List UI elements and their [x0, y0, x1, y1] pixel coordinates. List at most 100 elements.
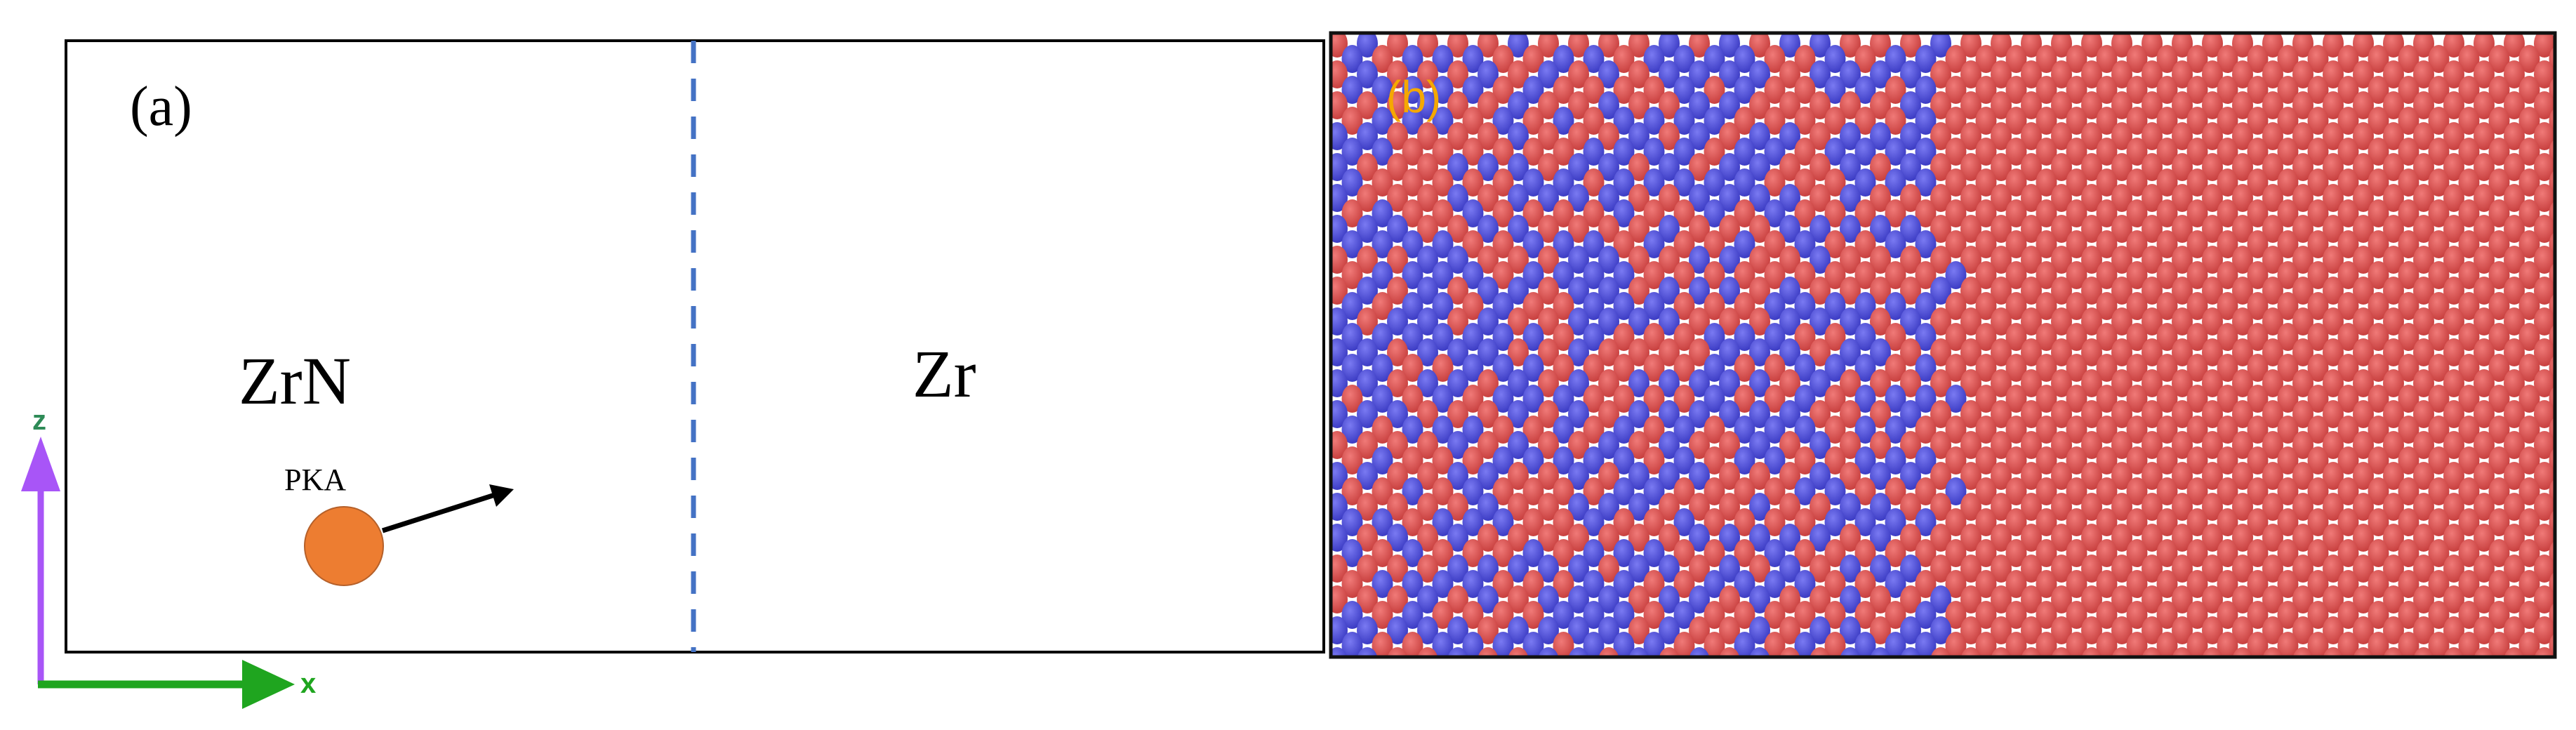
- zr-atom: [2474, 307, 2495, 336]
- zr-atom: [1568, 524, 1589, 552]
- zr-atom: [2368, 601, 2389, 629]
- zr-atom: [2036, 199, 2057, 227]
- zr-atom: [2247, 230, 2269, 258]
- n-atom: [1598, 585, 1619, 613]
- zr-atom: [2111, 60, 2132, 88]
- zr-atom: [1764, 168, 1786, 197]
- n-atom: [1372, 261, 1393, 289]
- n-atom: [1432, 230, 1454, 258]
- zr-atom: [1975, 570, 1997, 598]
- n-atom: [1372, 385, 1393, 413]
- zr-atom: [1432, 199, 1454, 227]
- zr-atom: [2383, 215, 2404, 243]
- zr-atom: [2262, 338, 2283, 366]
- zr-atom: [2156, 446, 2178, 474]
- zr-atom: [2142, 277, 2163, 305]
- n-atom: [1372, 199, 1393, 227]
- zr-atom: [2232, 338, 2253, 366]
- n-atom: [1357, 60, 1378, 88]
- zr-region-label: Zr: [912, 336, 976, 411]
- zr-atom: [1991, 585, 2012, 613]
- zr-atom: [2051, 33, 2072, 58]
- n-atom: [1538, 647, 1559, 657]
- zr-atom: [2186, 45, 2208, 73]
- zr-atom: [2277, 292, 2299, 320]
- n-atom: [1447, 246, 1468, 274]
- n-atom: [1387, 215, 1408, 243]
- zr-atom: [1553, 323, 1574, 351]
- zr-atom: [2398, 354, 2419, 382]
- n-atom: [1900, 153, 1921, 181]
- n-atom: [1357, 616, 1378, 644]
- zr-atom: [2443, 277, 2464, 305]
- zr-atom: [1930, 153, 1951, 181]
- n-atom: [1331, 122, 1348, 150]
- zr-atom: [1628, 184, 1649, 212]
- zr-atom: [1522, 570, 1544, 598]
- n-atom: [1478, 307, 1499, 336]
- zr-atom: [1492, 570, 1514, 598]
- n-atom: [1689, 60, 1710, 88]
- n-atom: [1432, 292, 1454, 320]
- zr-atom: [2096, 477, 2118, 505]
- n-atom: [1628, 122, 1649, 150]
- zr-atom: [1372, 601, 1393, 629]
- n-atom: [1749, 369, 1770, 397]
- zr-atom: [1417, 493, 1438, 521]
- zr-atom: [2202, 369, 2223, 397]
- zr-atom: [2488, 601, 2510, 629]
- zr-atom: [1331, 91, 1348, 119]
- zr-atom: [1538, 524, 1559, 552]
- zr-atom: [1357, 493, 1378, 521]
- n-atom: [1900, 647, 1921, 657]
- n-atom: [1840, 616, 1861, 644]
- n-atom: [1508, 616, 1529, 644]
- n-atom: [1331, 647, 1348, 657]
- zr-atom: [1885, 76, 1906, 104]
- zr-atom: [2081, 524, 2102, 552]
- zr-atom: [2111, 493, 2132, 521]
- n-atom: [1915, 168, 1937, 197]
- zr-atom: [2126, 539, 2148, 567]
- zr-atom: [2005, 508, 2027, 536]
- zr-atom: [2518, 138, 2540, 166]
- zr-atom: [2262, 122, 2283, 150]
- zr-atom: [2111, 307, 2132, 336]
- zr-atom: [2488, 45, 2510, 73]
- zr-atom: [2458, 416, 2480, 444]
- zr-atom: [1553, 354, 1574, 382]
- n-atom: [1870, 60, 1891, 88]
- zr-atom: [2156, 477, 2178, 505]
- zr-atom: [1900, 493, 1921, 521]
- zr-atom: [1749, 307, 1770, 336]
- zr-atom: [1462, 138, 1484, 166]
- zr-atom: [1991, 277, 2012, 305]
- zr-atom: [1975, 261, 1997, 289]
- n-atom: [1462, 199, 1484, 227]
- zr-atom: [2005, 76, 2027, 104]
- n-atom: [1508, 369, 1529, 397]
- zr-atom: [1930, 647, 1951, 657]
- zr-atom: [2186, 292, 2208, 320]
- n-atom: [1900, 555, 1921, 583]
- zr-atom: [1387, 153, 1408, 181]
- zr-atom: [2156, 385, 2178, 413]
- n-atom: [1734, 76, 1755, 104]
- zr-atom: [2021, 33, 2042, 58]
- zr-atom: [2066, 477, 2087, 505]
- zr-atom: [2368, 168, 2389, 197]
- n-atom: [1915, 385, 1937, 413]
- zr-atom: [2518, 446, 2540, 474]
- zr-atom: [2247, 261, 2269, 289]
- n-atom: [1689, 369, 1710, 397]
- zr-atom: [2036, 539, 2057, 567]
- n-atom: [1568, 277, 1589, 305]
- zr-atom: [1704, 230, 1725, 258]
- n-atom: [1417, 585, 1438, 613]
- zr-atom: [1583, 199, 1605, 227]
- zr-atom: [2323, 246, 2344, 274]
- zr-atom: [1749, 215, 1770, 243]
- zr-atom: [1583, 354, 1605, 382]
- zr-atom: [2307, 446, 2329, 474]
- zr-atom: [2156, 632, 2178, 657]
